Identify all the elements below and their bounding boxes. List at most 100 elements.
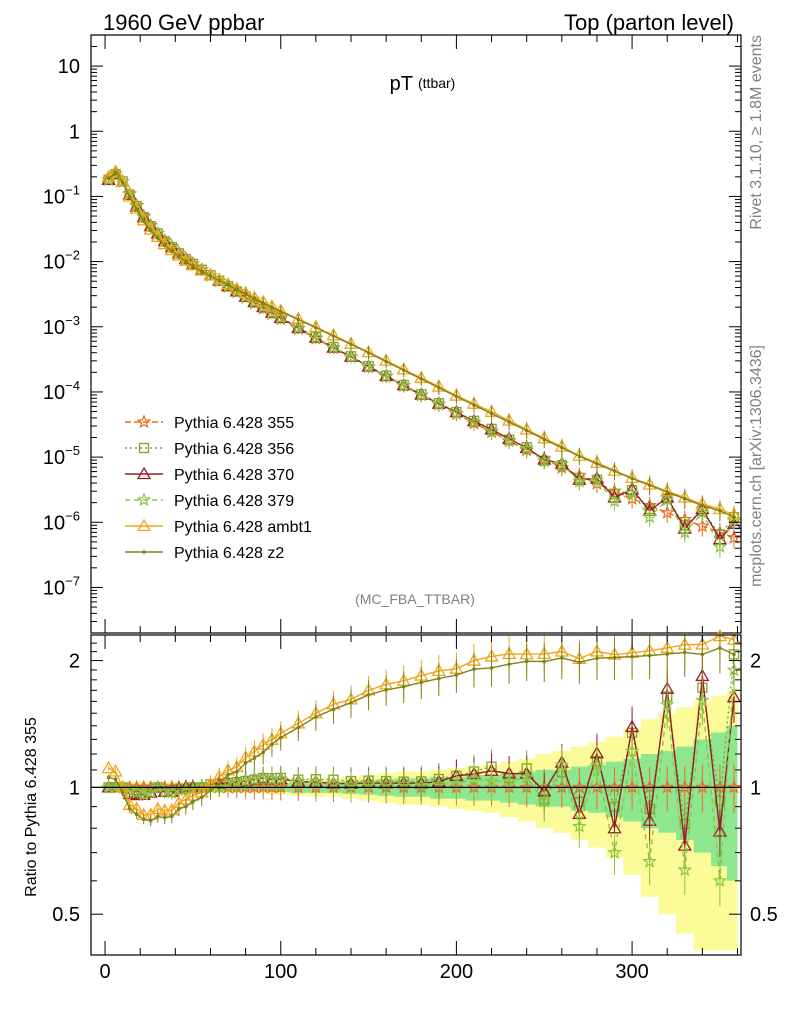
ratio-point xyxy=(572,818,587,833)
data-point xyxy=(682,496,687,501)
data-point xyxy=(718,509,722,513)
main-frame xyxy=(90,34,742,634)
ratio-point xyxy=(148,818,153,823)
ratio-point xyxy=(718,646,722,650)
ratio-point xyxy=(536,793,552,808)
ratio-point xyxy=(296,725,301,730)
data-point xyxy=(235,287,239,292)
ratio-point xyxy=(695,779,710,794)
data-point xyxy=(536,453,552,468)
ratio-point xyxy=(712,824,728,837)
y-tick-label: 10−4 xyxy=(43,378,80,404)
header-right: Top (parton level) xyxy=(564,10,734,35)
ratio-point xyxy=(171,782,187,797)
ratio-point xyxy=(519,769,534,784)
y-tick-label: 10−6 xyxy=(43,508,80,534)
data-point xyxy=(589,472,605,487)
data-point xyxy=(366,351,371,355)
ratio-point xyxy=(642,813,657,826)
data-point xyxy=(148,228,153,233)
data-point xyxy=(199,269,204,274)
data-point xyxy=(577,454,582,459)
data-point xyxy=(150,229,165,242)
data-point xyxy=(659,505,675,519)
ratio-point xyxy=(677,779,693,794)
ratio-point xyxy=(484,773,499,788)
legend-marker xyxy=(138,442,150,454)
ratio-point xyxy=(273,771,288,786)
data-point xyxy=(419,377,424,381)
ratio-point xyxy=(489,666,494,670)
data-point xyxy=(712,539,728,554)
data-point xyxy=(162,243,167,248)
data-point xyxy=(122,189,137,202)
ratio-ylabel: Ratio to Pythia 6.428 355 xyxy=(23,717,40,897)
legend-marker xyxy=(136,518,152,532)
data-point xyxy=(343,349,359,364)
data-point xyxy=(115,174,130,187)
ratio-band-yellow xyxy=(105,690,738,951)
ratio-point xyxy=(712,873,728,888)
data-point xyxy=(659,492,675,507)
ratio-bands xyxy=(105,690,738,951)
data-point xyxy=(542,437,547,442)
data-point xyxy=(261,301,265,305)
ratio-point xyxy=(472,667,476,671)
ratio-point xyxy=(184,804,188,809)
data-point xyxy=(177,254,181,259)
ratio-point xyxy=(252,756,257,760)
legend-label: Pythia 6.428 ambt1 xyxy=(174,519,312,536)
main-axes: 10 1 10−1 10−2 10−3 10−4 10−5 10−6 10−7 xyxy=(43,34,742,634)
data-point xyxy=(278,309,283,314)
ratio-point xyxy=(695,692,710,707)
data-point xyxy=(108,164,123,177)
ratio-point xyxy=(270,742,274,747)
ratio-tick-label-right: 2 xyxy=(750,651,761,673)
ratio-point xyxy=(642,853,657,868)
ratio-point xyxy=(101,760,116,774)
ratio-point xyxy=(449,775,464,790)
ratio-point xyxy=(384,688,388,692)
ratio-point xyxy=(127,806,132,811)
ratio-point xyxy=(507,662,511,667)
ratio-point xyxy=(437,676,441,681)
data-point xyxy=(524,428,529,433)
plot-title: pT xyxy=(390,73,413,95)
ratio-point xyxy=(366,693,371,697)
ratio-point xyxy=(589,757,605,772)
data-point xyxy=(489,411,494,416)
ratio-point xyxy=(108,764,123,777)
data-point xyxy=(273,310,288,325)
data-point xyxy=(252,296,257,301)
x-tick-label: 100 xyxy=(264,961,297,983)
ratio-point xyxy=(454,673,459,677)
ratio-point xyxy=(624,743,640,758)
data-point xyxy=(519,440,534,455)
data-point xyxy=(361,359,376,373)
ratio-point xyxy=(732,652,736,657)
data-point xyxy=(191,264,195,269)
data-point xyxy=(414,387,429,402)
ratio-point xyxy=(607,844,622,859)
ratio-point xyxy=(466,771,482,786)
ratio-point xyxy=(255,770,271,785)
y-tick-label: 10−3 xyxy=(43,313,80,339)
ratio-tick-label-left: 0.5 xyxy=(52,904,80,926)
ratio-point xyxy=(177,807,181,811)
ratio-point xyxy=(560,656,564,660)
legend-label: Pythia 6.428 355 xyxy=(174,415,294,432)
data-point xyxy=(113,171,118,175)
ratio-point xyxy=(122,783,137,797)
ratio-point xyxy=(682,650,687,655)
data-point xyxy=(184,260,188,264)
ratio-point xyxy=(542,659,547,664)
data-point xyxy=(449,405,464,420)
ratio-point xyxy=(630,654,634,659)
data-point xyxy=(572,474,587,488)
ratio-point xyxy=(677,862,693,877)
ratio-point xyxy=(208,788,213,793)
data-point xyxy=(472,403,476,407)
ratio-point xyxy=(726,779,742,794)
x-tick-label: 200 xyxy=(440,961,473,983)
